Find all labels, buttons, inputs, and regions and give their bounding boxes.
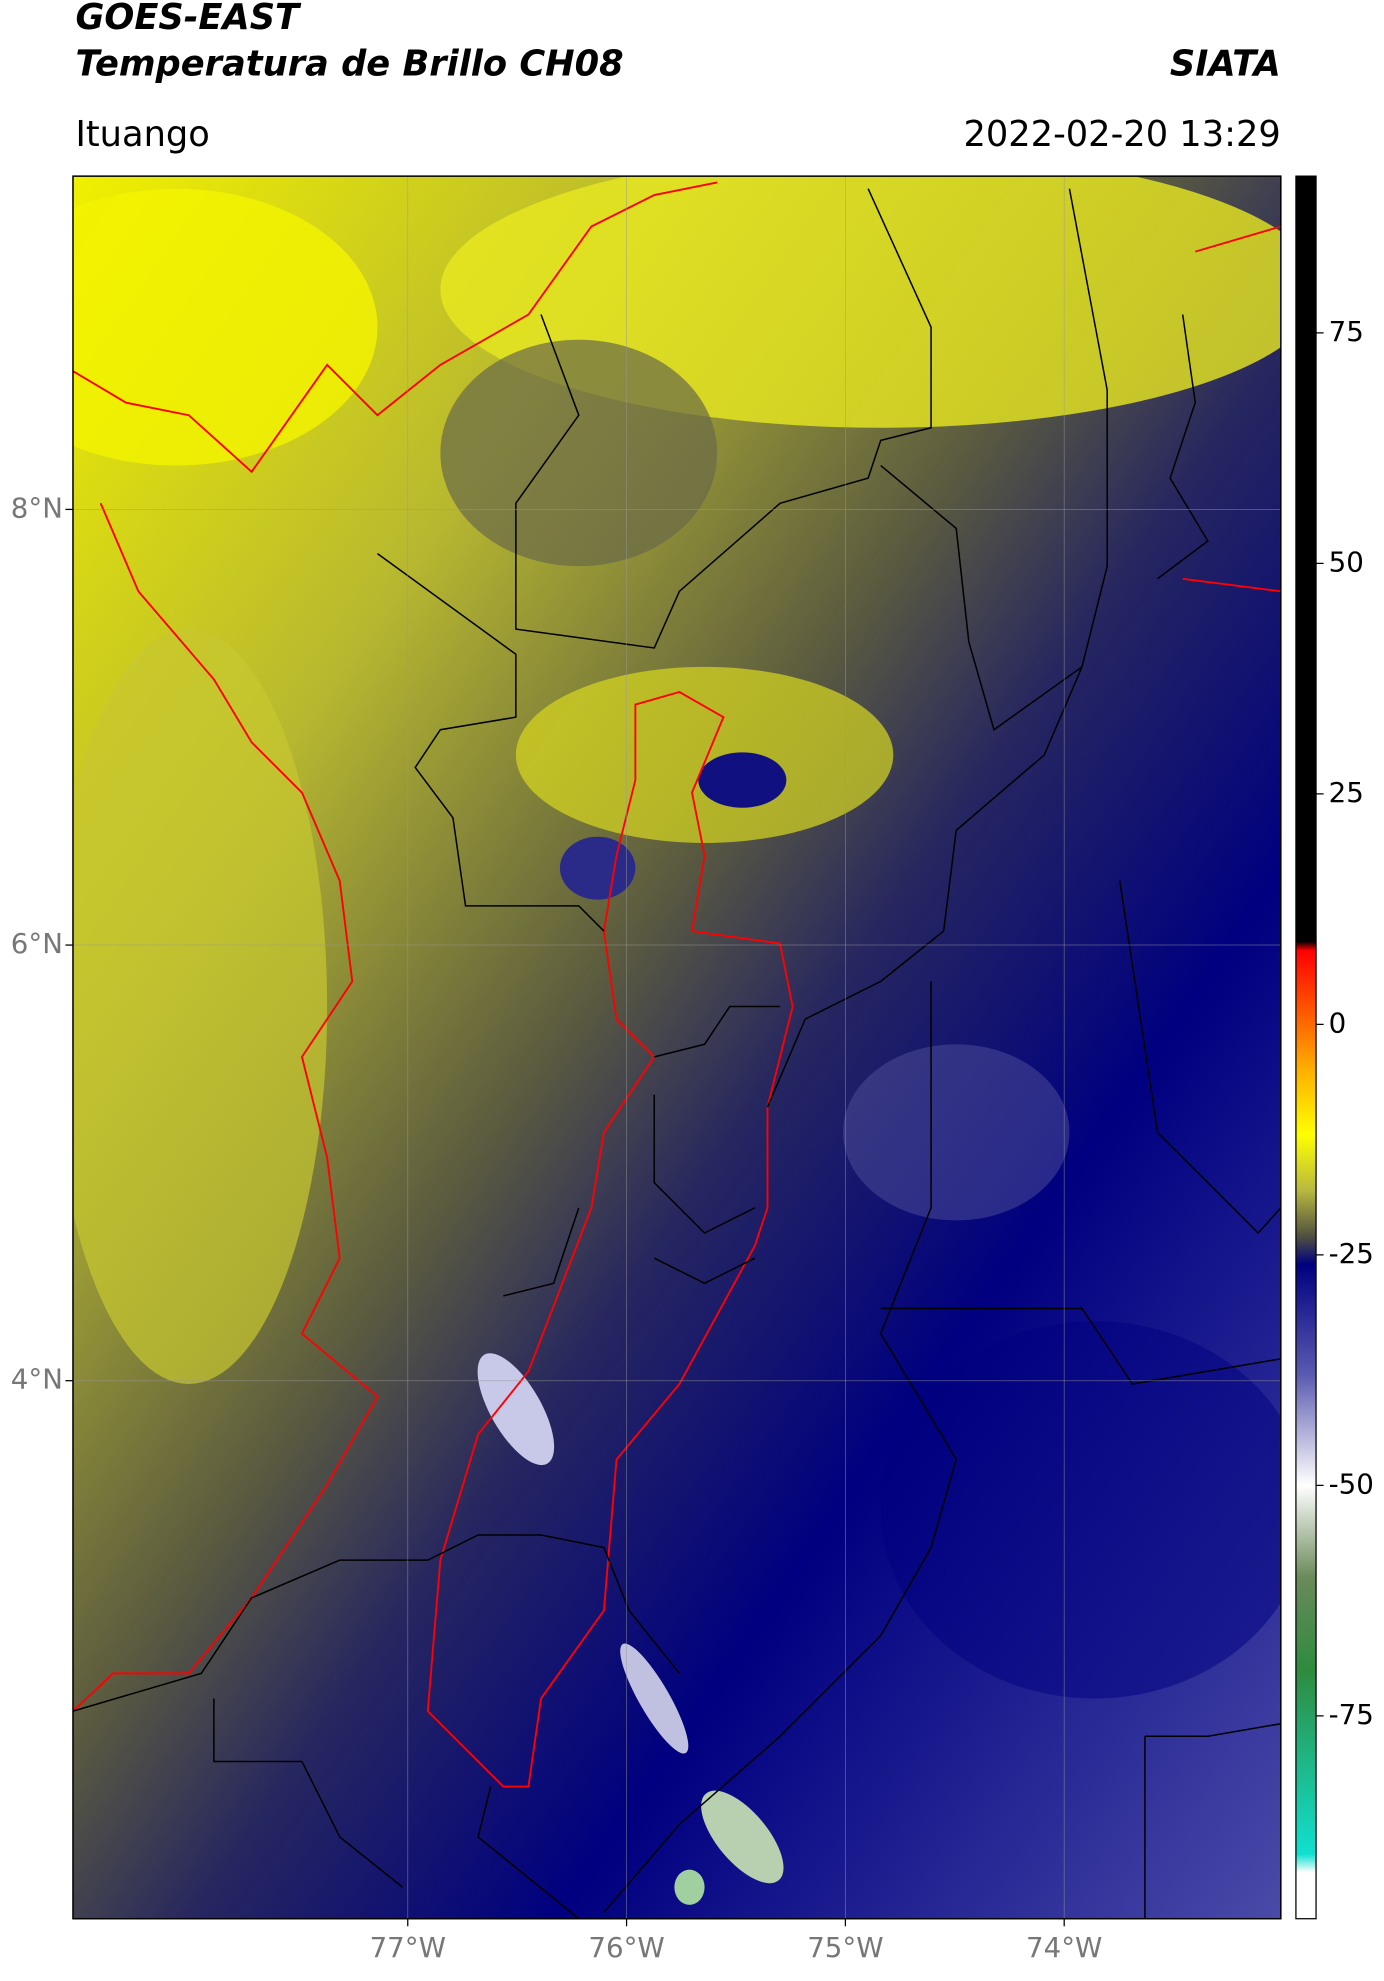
map-image [72,176,1281,1919]
colorbar-tick-label: -25 [1329,1237,1374,1270]
source: SIATA [1170,43,1281,84]
lon-tick-label: 74°W [1026,1931,1102,1964]
lat-tick-label: 8°N [11,491,63,524]
lat-tick-label: 4°N [11,1363,63,1396]
subtitle: Temperatura de Brillo CH08 [75,43,623,84]
datetime: 2022-02-20 13:29 [963,114,1280,155]
grid [72,176,1281,1919]
lat-tick-label: 6°N [11,927,63,960]
map-frame [72,175,1282,1920]
colorbar-tick-label: 50 [1329,545,1364,578]
lon-tick-label: 76°W [588,1931,664,1964]
colorbar-tick-label: -50 [1329,1467,1374,1500]
title: GOES-EAST [75,0,302,38]
colorbar-tick-label: 75 [1329,315,1364,348]
colorbar-tick-label: -75 [1329,1698,1374,1731]
lon-tick-label: 77°W [370,1931,446,1964]
colorbar-tick-label: 0 [1329,1006,1347,1039]
lon-tick-label: 75°W [807,1931,883,1964]
location: Ituango [75,114,209,155]
colorbar-tick-label: 25 [1329,776,1364,809]
colorbar [1295,175,1317,1920]
